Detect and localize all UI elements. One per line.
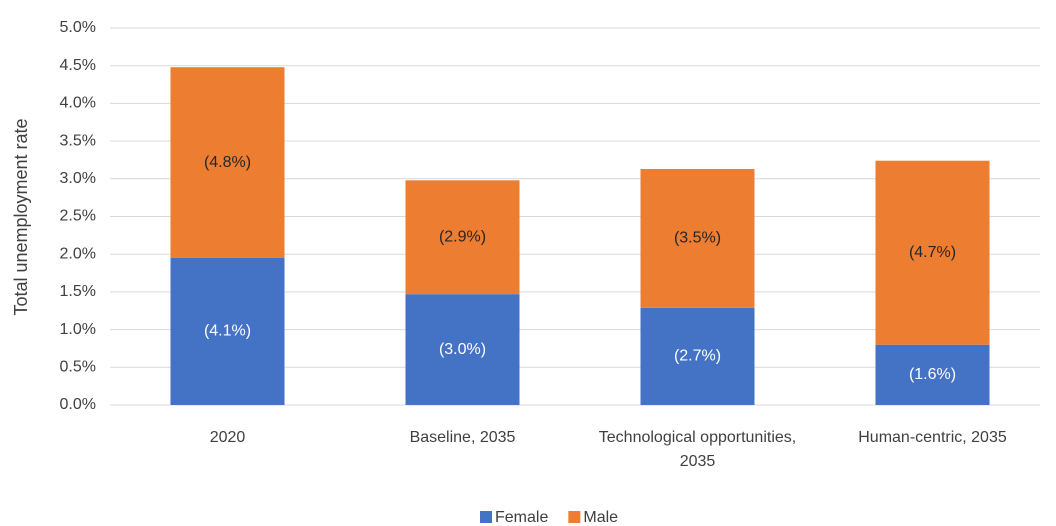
legend-label: Male	[583, 509, 618, 526]
y-tick-label: 1.5%	[60, 283, 96, 300]
data-label: (3.0%)	[439, 341, 486, 358]
data-label: (4.8%)	[204, 154, 251, 171]
legend-swatch	[568, 511, 581, 523]
y-tick-label: 3.0%	[60, 170, 96, 187]
y-tick-label: 2.0%	[60, 245, 96, 262]
bar-segment	[405, 180, 520, 295]
data-label: (2.9%)	[439, 228, 486, 245]
y-axis-label: Total unemployment rate	[11, 118, 31, 315]
bar-segment	[170, 257, 285, 405]
bar-segment	[405, 294, 520, 405]
x-tick-label: 2020	[209, 429, 246, 446]
y-tick-label: 4.5%	[60, 57, 96, 74]
bar-segment	[640, 168, 755, 308]
bar-segment	[170, 67, 285, 258]
x-tick-label: Baseline, 2035	[409, 429, 516, 446]
y-tick-label: 4.0%	[60, 95, 96, 112]
y-tick-label: 5.0%	[60, 19, 96, 36]
data-label: (4.1%)	[204, 323, 251, 340]
bar-segment	[875, 344, 990, 405]
bar-segment	[640, 307, 755, 405]
data-label: (4.7%)	[909, 244, 956, 261]
data-label: (3.5%)	[674, 230, 721, 247]
legend-swatch	[480, 511, 492, 523]
x-tick-label: Technological opportunities, 2035	[598, 429, 797, 470]
y-tick-label: 2.5%	[60, 208, 96, 225]
data-label: (2.7%)	[674, 348, 721, 365]
y-tick-label: 0.5%	[60, 359, 96, 376]
data-label: (1.6%)	[909, 366, 956, 383]
y-tick-label: 0.0%	[60, 396, 96, 413]
bar-segment	[875, 160, 990, 345]
legend-label: Female	[495, 509, 548, 526]
y-tick-label: 3.5%	[60, 132, 96, 149]
y-tick-label: 1.0%	[60, 321, 96, 338]
x-tick-label: Human-centric, 2035	[858, 429, 1007, 446]
